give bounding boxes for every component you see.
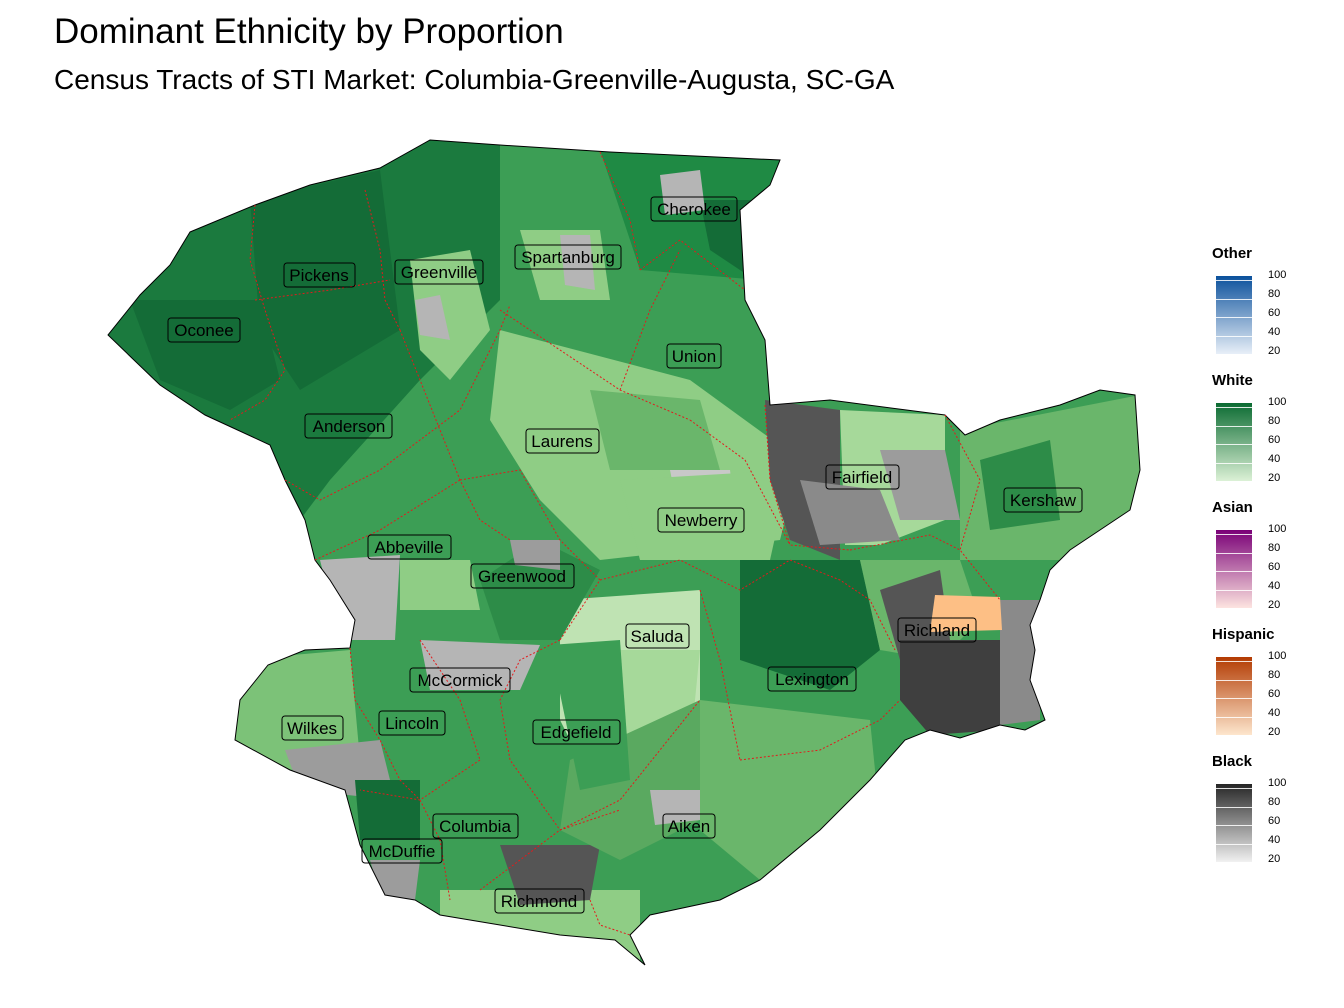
svg-text:Cherokee: Cherokee xyxy=(657,200,731,219)
legend-tick-label: 80 xyxy=(1268,669,1281,681)
legend-title: Asian xyxy=(1212,499,1253,516)
county-borders xyxy=(229,151,1001,936)
map-subtitle: Census Tracts of STI Market: Columbia-Gr… xyxy=(54,64,895,95)
legend-white: White 100 80 60 40 20 xyxy=(1212,371,1332,498)
svg-text:Edgefield: Edgefield xyxy=(541,723,612,742)
legend-black: Black 100 80 60 40 20 xyxy=(1212,752,1332,879)
county-label-pickens: Pickens xyxy=(283,262,356,288)
legend-colorbar-hispanic xyxy=(1216,657,1252,736)
legend-tick-label: 60 xyxy=(1268,688,1281,700)
county-label-laurens: Laurens xyxy=(525,428,600,454)
svg-text:Laurens: Laurens xyxy=(531,432,592,451)
county-labels: Cherokee Spartanburg Greenville Pickens … xyxy=(167,196,1083,914)
svg-text:Greenwood: Greenwood xyxy=(478,567,566,586)
legend-tick-label: 100 xyxy=(1268,523,1287,535)
svg-text:McDuffie: McDuffie xyxy=(369,842,436,861)
legend-tick-label: 100 xyxy=(1268,650,1287,662)
svg-text:Union: Union xyxy=(672,347,716,366)
county-label-mccormick: McCormick xyxy=(409,667,511,693)
county-label-richmond: Richmond xyxy=(494,888,585,914)
legend-title: Other xyxy=(1212,245,1253,262)
county-label-newberry: Newberry xyxy=(657,507,745,533)
svg-text:Pickens: Pickens xyxy=(289,266,349,285)
svg-text:McCormick: McCormick xyxy=(418,671,503,690)
legend-tick-label: 40 xyxy=(1268,326,1281,338)
svg-text:Fairfield: Fairfield xyxy=(832,468,892,487)
legend-tick-label: 20 xyxy=(1268,345,1281,357)
county-label-greenwood: Greenwood xyxy=(470,563,575,589)
choropleth-map: Cherokee Spartanburg Greenville Pickens … xyxy=(107,139,1141,966)
county-label-spartanburg: Spartanburg xyxy=(514,244,622,270)
legend-tick-label: 60 xyxy=(1268,561,1281,573)
legend-colorbar-black xyxy=(1216,784,1252,863)
county-label-fairfield: Fairfield xyxy=(825,464,900,490)
legend-title: White xyxy=(1212,372,1253,389)
svg-text:Aiken: Aiken xyxy=(668,817,711,836)
svg-text:Spartanburg: Spartanburg xyxy=(521,248,615,267)
svg-text:Anderson: Anderson xyxy=(313,417,386,436)
legend-tick-label: 80 xyxy=(1268,796,1281,808)
legend-asian: Asian 100 80 60 40 20 xyxy=(1212,498,1332,625)
county-label-edgefield: Edgefield xyxy=(532,719,621,745)
county-label-richland: Richland xyxy=(897,617,977,643)
legend-tick-label: 20 xyxy=(1268,853,1281,865)
svg-text:Kershaw: Kershaw xyxy=(1010,491,1077,510)
legend-tick-label: 60 xyxy=(1268,815,1281,827)
svg-text:Columbia: Columbia xyxy=(439,817,511,836)
legend-colorbar-white xyxy=(1216,403,1252,482)
legend-tick-label: 100 xyxy=(1268,777,1287,789)
legend-title: Black xyxy=(1212,753,1253,770)
map-title: Dominant Ethnicity by Proportion xyxy=(54,12,564,51)
county-label-wilkes: Wilkes xyxy=(281,715,344,741)
county-label-cherokee: Cherokee xyxy=(650,196,738,222)
legend-other: Other 100 80 60 40 20 xyxy=(1212,244,1332,371)
county-label-saluda: Saluda xyxy=(625,623,690,649)
county-label-mcduffie: McDuffie xyxy=(361,838,443,864)
svg-text:Richland: Richland xyxy=(904,621,970,640)
legend-tick-label: 40 xyxy=(1268,453,1281,465)
legend-tick-label: 100 xyxy=(1268,396,1287,408)
county-label-greenville: Greenville xyxy=(394,259,484,285)
county-label-union: Union xyxy=(666,343,722,369)
legend-tick-label: 60 xyxy=(1268,307,1281,319)
legend-tick-label: 40 xyxy=(1268,834,1281,846)
county-label-lincoln: Lincoln xyxy=(378,710,446,736)
legend-tick-label: 20 xyxy=(1268,599,1281,611)
county-label-oconee: Oconee xyxy=(167,317,241,343)
legend-tick-label: 80 xyxy=(1268,288,1281,300)
legend-title: Hispanic xyxy=(1212,626,1275,643)
county-label-lexington: Lexington xyxy=(767,666,857,692)
legend-colorbar-asian xyxy=(1216,530,1252,609)
svg-text:Greenville: Greenville xyxy=(401,263,478,282)
county-label-aiken: Aiken xyxy=(662,813,716,839)
legend-hispanic: Hispanic 100 80 60 40 20 xyxy=(1212,625,1332,752)
market-outline xyxy=(107,139,1141,966)
svg-text:Saluda: Saluda xyxy=(631,627,684,646)
svg-text:Newberry: Newberry xyxy=(665,511,738,530)
legend-panel: Other 100 80 60 40 20 White 100 80 60 40 20 Asian 100… xyxy=(1212,244,1332,879)
legend-tick-label: 40 xyxy=(1268,580,1281,592)
legend-tick-label: 20 xyxy=(1268,472,1281,484)
svg-text:Richmond: Richmond xyxy=(501,892,578,911)
county-label-kershaw: Kershaw xyxy=(1003,487,1083,513)
svg-text:Oconee: Oconee xyxy=(174,321,234,340)
legend-tick-label: 20 xyxy=(1268,726,1281,738)
legend-tick-label: 80 xyxy=(1268,542,1281,554)
legend-tick-label: 100 xyxy=(1268,269,1287,281)
svg-text:Abbeville: Abbeville xyxy=(375,538,444,557)
legend-tick-label: 60 xyxy=(1268,434,1281,446)
county-label-anderson: Anderson xyxy=(304,413,393,439)
svg-text:Lexington: Lexington xyxy=(775,670,849,689)
legend-tick-label: 80 xyxy=(1268,415,1281,427)
legend-tick-label: 40 xyxy=(1268,707,1281,719)
svg-text:Wilkes: Wilkes xyxy=(287,719,337,738)
svg-text:Lincoln: Lincoln xyxy=(385,714,439,733)
county-label-abbeville: Abbeville xyxy=(367,534,452,560)
legend-colorbar-other xyxy=(1216,276,1252,355)
county-label-columbia: Columbia xyxy=(432,813,519,839)
